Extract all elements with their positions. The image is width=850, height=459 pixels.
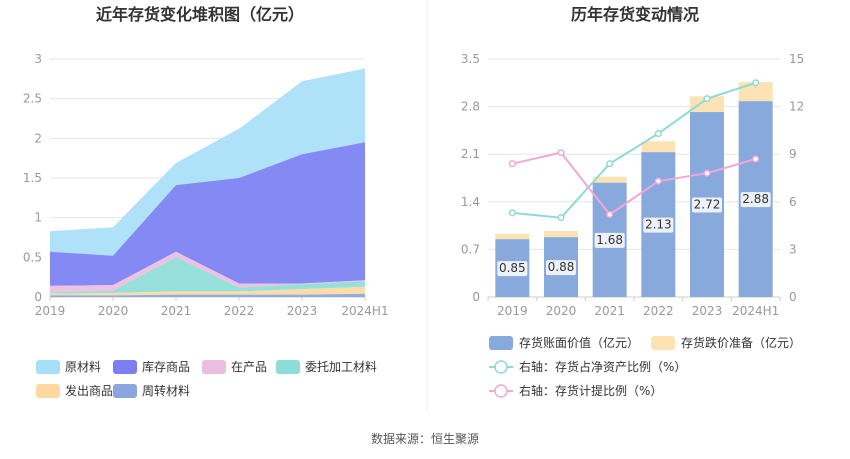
y-tick-label: 1.5: [23, 171, 42, 185]
legend-swatch[interactable]: [276, 360, 300, 374]
y-left-tick-label: 2.8: [461, 100, 480, 114]
legend-label: 委托加工材料: [305, 360, 377, 374]
x-tick-label: 2024H1: [341, 304, 388, 318]
line-point[interactable]: [703, 95, 711, 103]
y-right-tick-label: 12: [789, 100, 804, 114]
line-point[interactable]: [703, 169, 711, 177]
y-tick-label: 2.5: [23, 92, 42, 106]
line-point[interactable]: [606, 160, 614, 168]
x-tick-label: 2020: [546, 304, 577, 318]
bar-label-bg: [497, 261, 528, 277]
area-series-wip: [50, 251, 365, 293]
y-left-tick-label: 1.4: [461, 195, 480, 209]
bar-data-label: 0.88: [548, 260, 575, 274]
legend-label: 库存商品: [142, 359, 190, 374]
data-source-footer: 数据来源：恒生聚源: [371, 431, 479, 446]
bar-data-label: 0.85: [499, 261, 526, 275]
y-tick-label: 0: [34, 290, 42, 304]
y-tick-label: 3: [34, 52, 42, 66]
legend-label: 存货跌价准备（亿元）: [681, 335, 801, 350]
legend-swatch[interactable]: [36, 360, 60, 374]
impairment-bar[interactable]: [690, 96, 724, 113]
legend-swatch[interactable]: [651, 336, 675, 350]
legend-marker[interactable]: [494, 384, 508, 398]
stacked-area-chart: 近年存货变化堆积图（亿元） 0 0.5 1 1.5 2 2.5 3 2019 2020 2021 20…: [23, 5, 389, 398]
legend-label: 右轴：存货占净资产比例（%）: [519, 359, 686, 374]
area-series-shipped: [50, 286, 365, 296]
area-series-consign: [50, 257, 365, 294]
y-left-tick-label: 0: [472, 290, 480, 304]
x-tick-label: 2022: [224, 304, 255, 318]
line-point[interactable]: [654, 177, 662, 185]
legend-swatch[interactable]: [36, 384, 60, 398]
y-tick-label: 1: [34, 211, 42, 225]
combo-bar-line-chart: 历年存货变动情况 0 0.7 1.4 2.1 2.8 3.5 0 3 6 9 12 15 2019 2020…: [461, 5, 804, 398]
bar-data-label: 1.68: [596, 233, 623, 247]
bar-label-bg: [740, 192, 771, 208]
legend-label: 发出商品: [65, 383, 113, 398]
legend-label: 周转材料: [142, 383, 190, 398]
line-point[interactable]: [557, 149, 565, 157]
bar-label-bg: [594, 232, 625, 248]
line-point[interactable]: [557, 214, 565, 222]
impairment-bar[interactable]: [592, 176, 627, 183]
y-right-tick-label: 15: [789, 52, 804, 66]
impairment-bar[interactable]: [738, 82, 773, 102]
x-tick-label: 2020: [98, 304, 129, 318]
impairment-bar[interactable]: [641, 141, 676, 153]
line-series-ratio_net: [512, 81, 757, 219]
x-tick-label: 2023: [287, 304, 318, 318]
legend-label: 原材料: [65, 360, 101, 374]
bar-label-bg: [692, 197, 722, 213]
legend-swatch[interactable]: [489, 336, 513, 350]
y-tick-label: 2: [34, 131, 42, 145]
x-tick-label: 2023: [692, 304, 723, 318]
y-right-tick-label: 3: [789, 242, 797, 256]
x-tick-label: 2021: [594, 304, 625, 318]
y-right-tick-label: 9: [789, 147, 797, 161]
legend-label: 在产品: [231, 360, 267, 374]
y-tick-label: 0.5: [23, 250, 42, 264]
legend-swatch[interactable]: [202, 360, 226, 374]
y-left-tick-label: 3.5: [461, 52, 480, 66]
chart-title: 历年存货变动情况: [571, 5, 699, 24]
legend-label: 存货账面价值（亿元）: [519, 335, 639, 350]
x-tick-label: 2019: [497, 304, 528, 318]
x-tick-label: 2021: [161, 304, 192, 318]
area-series-turnover: [50, 293, 365, 297]
line-point[interactable]: [752, 79, 760, 87]
legend-swatch[interactable]: [113, 360, 137, 374]
area-series-raw: [50, 68, 365, 256]
line-point[interactable]: [606, 210, 614, 219]
y-right-tick-label: 0: [789, 290, 797, 304]
impairment-bar[interactable]: [495, 233, 530, 240]
legend-marker[interactable]: [494, 360, 508, 374]
line-point[interactable]: [508, 160, 516, 168]
legend-swatch[interactable]: [113, 384, 137, 398]
bar-label-bg: [643, 217, 674, 233]
y-left-tick-label: 0.7: [461, 242, 480, 256]
line-point[interactable]: [654, 130, 662, 138]
bar-data-label: 2.88: [742, 192, 769, 206]
chart-title: 近年存货变化堆积图（亿元）: [96, 5, 304, 24]
x-tick-label: 2022: [643, 304, 674, 318]
y-right-tick-label: 6: [789, 195, 797, 209]
line-point[interactable]: [752, 155, 760, 163]
bar-data-label: 2.13: [645, 218, 672, 232]
x-tick-label: 2019: [35, 304, 66, 318]
area-series-inventory: [50, 142, 365, 286]
line-point[interactable]: [508, 209, 516, 217]
legend-label: 右轴：存货计提比例（%）: [519, 383, 662, 398]
bar-label-bg: [546, 260, 576, 276]
line-series-ratio_prov: [512, 151, 756, 216]
bar-data-label: 2.72: [694, 198, 721, 212]
x-tick-label: 2024H1: [732, 304, 779, 318]
impairment-bar[interactable]: [544, 231, 578, 238]
y-left-tick-label: 2.1: [461, 147, 480, 161]
